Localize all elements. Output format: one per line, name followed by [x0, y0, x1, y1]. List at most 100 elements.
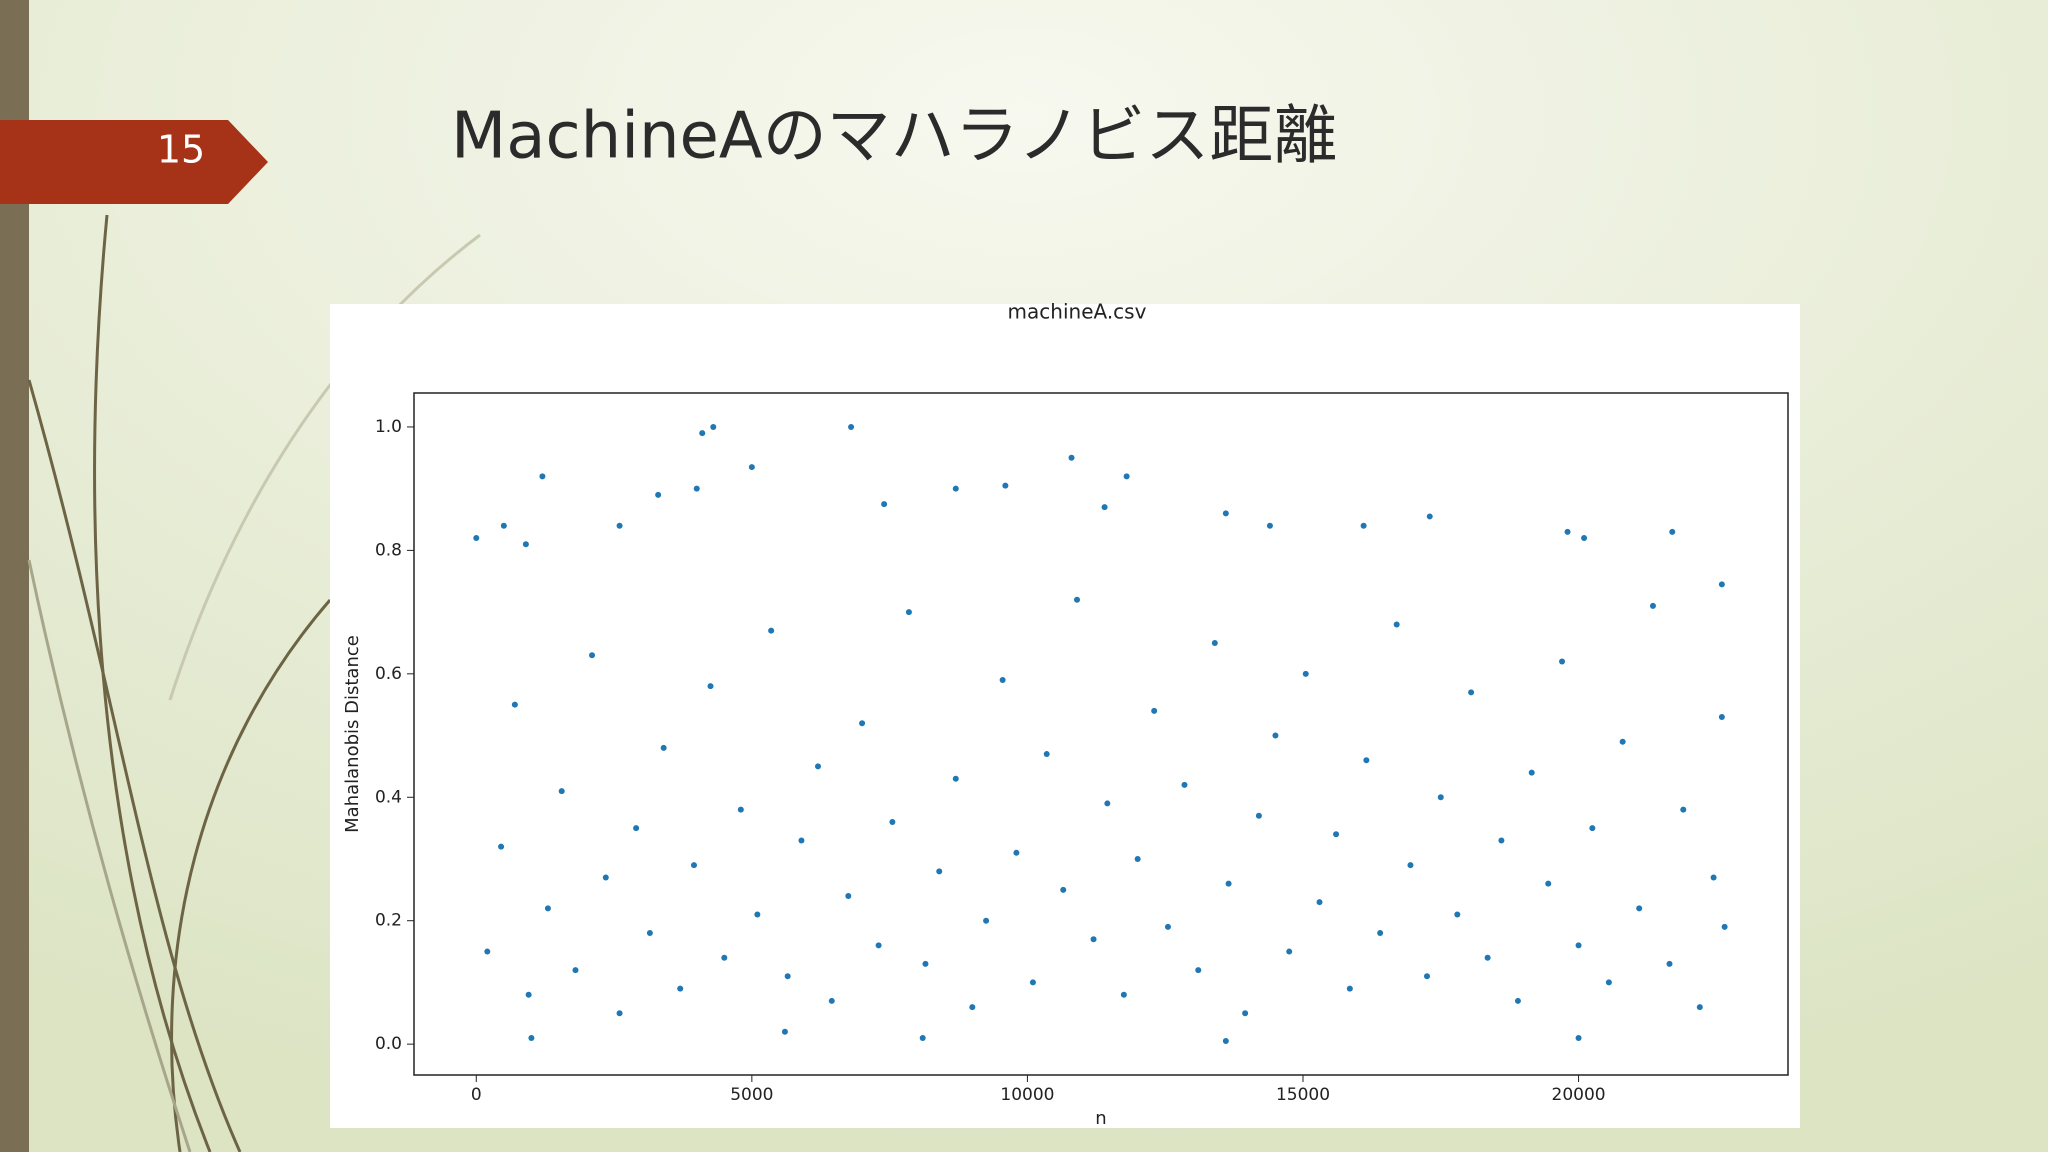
point — [1286, 948, 1293, 955]
point — [511, 701, 518, 708]
point — [1619, 738, 1626, 745]
point — [737, 806, 744, 813]
point — [1068, 454, 1075, 461]
point — [633, 825, 640, 832]
point — [999, 676, 1006, 683]
plot-area — [473, 423, 1728, 1045]
point — [1346, 985, 1353, 992]
slide-title: MachineAのマハラノビス距離 — [451, 100, 1337, 174]
point — [1564, 528, 1571, 535]
point — [1528, 769, 1535, 776]
point — [522, 541, 529, 548]
y-tick-label: 0.2 — [375, 911, 402, 931]
point — [1222, 1038, 1229, 1045]
point — [828, 997, 835, 1004]
point — [646, 930, 653, 937]
point — [1360, 522, 1367, 529]
point — [1013, 849, 1020, 856]
point — [1101, 504, 1108, 511]
point — [1242, 1010, 1249, 1017]
point — [1484, 954, 1491, 961]
point — [1589, 825, 1596, 832]
point — [484, 948, 491, 955]
point — [983, 917, 990, 924]
point — [1393, 621, 1400, 628]
x-tick-label: 10000 — [1000, 1085, 1054, 1105]
point — [498, 843, 505, 850]
point — [1407, 862, 1414, 869]
point — [875, 942, 882, 949]
point — [500, 522, 507, 529]
point — [1669, 528, 1676, 535]
point — [690, 862, 697, 869]
point — [1104, 800, 1111, 807]
point — [889, 818, 896, 825]
point — [677, 985, 684, 992]
point — [1074, 596, 1081, 603]
point — [693, 485, 700, 492]
x-axis-label: n — [1095, 1108, 1106, 1129]
point — [1575, 942, 1582, 949]
point — [1090, 936, 1097, 943]
point — [1696, 1004, 1703, 1011]
point — [1468, 689, 1475, 696]
point — [1514, 997, 1521, 1004]
y-tick-label: 0.0 — [375, 1034, 402, 1054]
point — [922, 960, 929, 967]
decoration — [27, 214, 481, 1152]
x-tick-label: 20000 — [1552, 1085, 1606, 1105]
point — [710, 423, 717, 430]
point — [528, 1034, 535, 1041]
point — [602, 874, 609, 881]
point — [1043, 751, 1050, 758]
point — [1333, 831, 1340, 838]
point — [1272, 732, 1279, 739]
point — [1581, 535, 1588, 542]
point — [1718, 714, 1725, 721]
point — [1424, 973, 1431, 980]
y-tick-label: 0.6 — [375, 664, 402, 684]
point — [1605, 979, 1612, 986]
point — [1316, 899, 1323, 906]
point — [784, 973, 791, 980]
chart-title: machineA.csv — [1008, 300, 1147, 324]
point — [525, 991, 532, 998]
point — [848, 423, 855, 430]
point — [1195, 967, 1202, 974]
point — [748, 464, 755, 471]
point — [589, 652, 596, 659]
point — [798, 837, 805, 844]
point — [616, 522, 623, 529]
point — [781, 1028, 788, 1035]
point — [881, 501, 888, 508]
point — [1002, 482, 1009, 489]
point — [1636, 905, 1643, 912]
point — [1255, 812, 1262, 819]
x-tick-label: 0 — [471, 1085, 482, 1105]
point — [1545, 880, 1552, 887]
point — [919, 1034, 926, 1041]
point — [572, 967, 579, 974]
point — [655, 491, 662, 498]
point — [539, 473, 546, 480]
point — [905, 609, 912, 616]
point — [859, 720, 866, 727]
slide-number-tab — [0, 120, 268, 204]
point — [616, 1010, 623, 1017]
point — [845, 893, 852, 900]
point — [1559, 658, 1566, 665]
point — [1164, 923, 1171, 930]
point — [558, 788, 565, 795]
x-tick-label: 5000 — [730, 1085, 773, 1105]
point — [768, 627, 775, 634]
point — [1426, 513, 1433, 520]
y-tick-label: 0.4 — [375, 787, 402, 807]
point — [1134, 855, 1141, 862]
slide-number: 15 — [157, 128, 205, 172]
point — [1266, 522, 1273, 529]
point — [1575, 1034, 1582, 1041]
point — [660, 744, 667, 751]
point — [1666, 960, 1673, 967]
